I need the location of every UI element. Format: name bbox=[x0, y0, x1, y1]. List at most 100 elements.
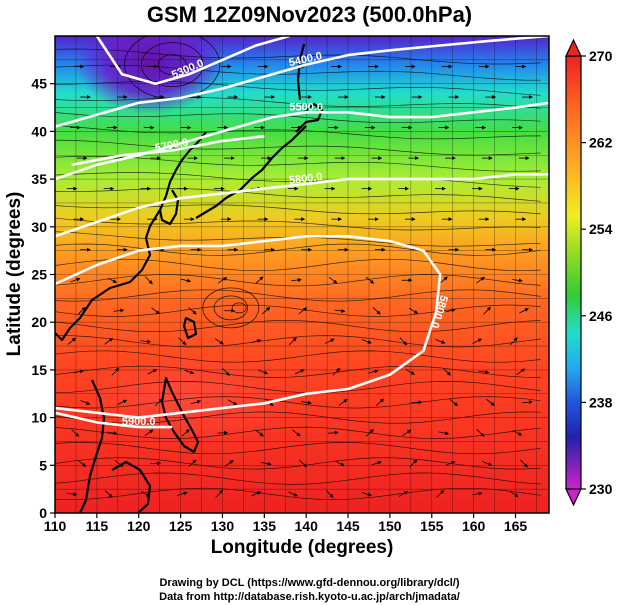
streamline-arrow bbox=[328, 276, 338, 284]
streamline-arrow bbox=[257, 369, 268, 375]
streamline-arrow bbox=[439, 276, 448, 284]
streamline-arrow bbox=[177, 491, 188, 496]
streamline-arrow bbox=[519, 308, 529, 314]
y-tick-label: 20 bbox=[31, 314, 47, 330]
streamline-arrow bbox=[70, 277, 81, 283]
colorbar-tick-label: 238 bbox=[589, 394, 613, 410]
streamline-arrow bbox=[181, 429, 190, 437]
streamline-arrow bbox=[435, 339, 446, 344]
x-tick-label: 115 bbox=[86, 518, 109, 534]
vortex-streamline bbox=[231, 302, 247, 314]
streamline-arrow bbox=[478, 370, 490, 375]
streamline-arrow bbox=[71, 429, 80, 437]
streamline-arrow bbox=[291, 429, 301, 437]
streamline bbox=[55, 487, 541, 500]
streamline-arrow bbox=[111, 367, 120, 376]
streamline bbox=[55, 97, 541, 109]
streamline-arrow bbox=[106, 431, 118, 436]
streamline-arrow bbox=[261, 461, 272, 466]
coastline-hokkaido bbox=[295, 102, 324, 133]
y-axis-ticks: 0 5 10 15 20 25 30 35 40 45 bbox=[31, 76, 55, 521]
streamline-arrow bbox=[361, 492, 372, 497]
coastlines bbox=[55, 43, 324, 513]
x-tick-label: 130 bbox=[211, 518, 235, 534]
y-axis-label: Latitude (degrees) bbox=[4, 192, 25, 357]
y-tick-label: 0 bbox=[39, 505, 47, 521]
y-tick-label: 25 bbox=[31, 267, 47, 283]
streamline-arrow bbox=[399, 337, 408, 346]
coastline-japan bbox=[195, 125, 307, 219]
contour-label: 5500.0 bbox=[289, 101, 323, 113]
streamline bbox=[55, 289, 541, 302]
streamline-arrow bbox=[338, 399, 348, 406]
streamline bbox=[55, 472, 541, 485]
x-tick-label: 160 bbox=[462, 518, 486, 534]
streamline-arrow bbox=[104, 337, 114, 345]
streamline-arrow bbox=[512, 430, 523, 436]
streamline-arrow bbox=[188, 459, 197, 468]
streamline-arrow bbox=[445, 308, 456, 313]
streamline-arrow bbox=[476, 429, 485, 437]
vortex-streamline bbox=[141, 42, 204, 88]
colorbar-tick-label: 246 bbox=[589, 308, 613, 324]
streamline-arrow bbox=[510, 337, 518, 346]
streamline-arrow bbox=[522, 400, 533, 405]
streamline-arrow bbox=[218, 277, 228, 284]
streamline-arrow bbox=[476, 276, 485, 284]
contour-line bbox=[55, 36, 549, 128]
streamline bbox=[55, 396, 541, 409]
streamline-arrow bbox=[375, 398, 385, 406]
vortex-streamline bbox=[202, 287, 260, 329]
streamline-arrow bbox=[140, 339, 152, 344]
streamline bbox=[55, 155, 541, 172]
streamline-arrow bbox=[215, 489, 224, 498]
x-tick-label: 135 bbox=[253, 518, 277, 534]
streamline-arrow bbox=[107, 277, 117, 283]
y-tick-label: 5 bbox=[39, 457, 47, 473]
streamline-arrow bbox=[325, 490, 334, 498]
streamline-arrow bbox=[520, 459, 528, 468]
colorbar-top-arrow bbox=[565, 38, 582, 57]
streamline bbox=[55, 112, 541, 124]
streamline bbox=[55, 172, 541, 188]
streamline bbox=[55, 139, 541, 156]
contour-line bbox=[55, 235, 442, 419]
streamline-arrow bbox=[449, 398, 458, 406]
streamline-arrow bbox=[180, 278, 192, 283]
x-tick-label: 140 bbox=[295, 518, 319, 534]
y-tick-label: 40 bbox=[31, 123, 47, 139]
contour-line bbox=[71, 134, 265, 167]
contour-line bbox=[55, 173, 549, 238]
coastline-sakhalin bbox=[296, 43, 306, 101]
streamline-arrow bbox=[250, 338, 262, 343]
streamline bbox=[55, 319, 541, 333]
streamline-arrow bbox=[67, 337, 77, 345]
streamline-arrow bbox=[66, 492, 78, 497]
streamline-arrow bbox=[77, 459, 87, 467]
chart-title: GSM 12Z09Nov2023 (500.0hPa) bbox=[146, 2, 473, 27]
colorbar-tick-label: 262 bbox=[589, 135, 613, 151]
streamline-arrow bbox=[398, 491, 409, 497]
vortex-streamline bbox=[213, 295, 249, 321]
streamline-arrow bbox=[104, 490, 113, 498]
streamline-arrow bbox=[483, 306, 492, 315]
vortex-streamline bbox=[157, 54, 187, 76]
streamline-arrow bbox=[251, 491, 262, 497]
y-tick-label: 35 bbox=[31, 171, 47, 187]
streamline-arrow bbox=[144, 429, 154, 437]
streamline-arrow bbox=[117, 399, 128, 405]
x-tick-label: 110 bbox=[44, 518, 67, 534]
streamline-arrow bbox=[408, 307, 419, 314]
streamline-arrow bbox=[255, 276, 264, 284]
streamline-arrow bbox=[438, 431, 450, 436]
streamline-arrow bbox=[402, 429, 412, 437]
streamline-arrow bbox=[334, 308, 346, 313]
streamline-arrow bbox=[327, 430, 339, 435]
y-tick-label: 15 bbox=[31, 362, 47, 378]
streamline-arrow bbox=[371, 460, 382, 466]
streamline-arrow bbox=[482, 460, 493, 466]
streamline-arrow bbox=[335, 460, 345, 467]
streamline-arrow bbox=[288, 337, 297, 346]
streamline-arrow bbox=[405, 368, 415, 375]
streamline-arrow bbox=[512, 278, 523, 283]
